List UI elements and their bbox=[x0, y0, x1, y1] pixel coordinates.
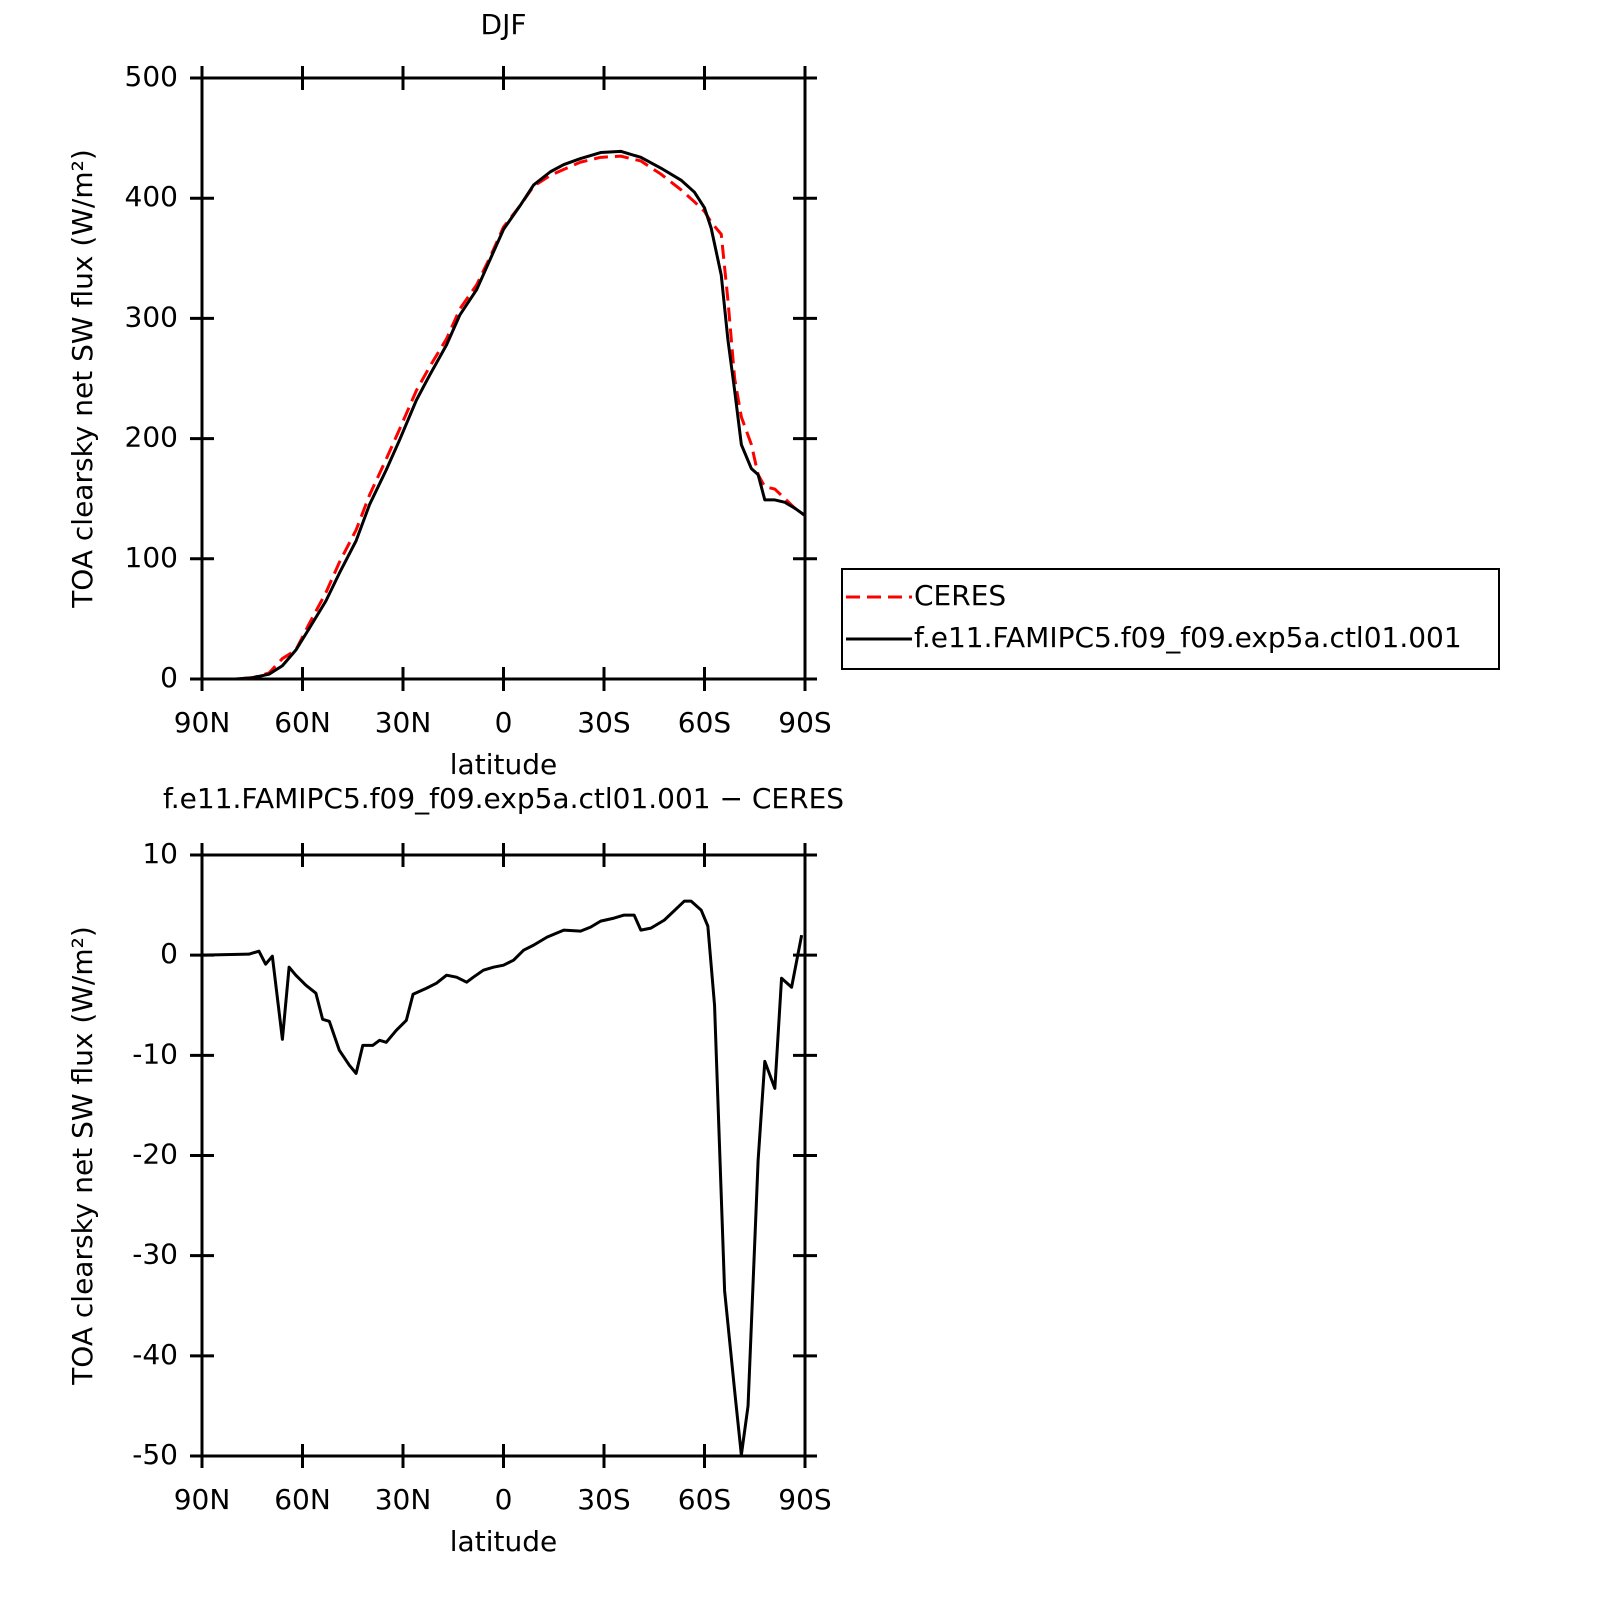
data-line bbox=[202, 154, 806, 681]
y-tick-label: 500 bbox=[125, 60, 178, 93]
plot-frame bbox=[200, 76, 807, 681]
x-tick-label: 90S bbox=[778, 1483, 831, 1516]
y-tick-label: -40 bbox=[132, 1338, 178, 1371]
y-tick-label: -10 bbox=[132, 1037, 178, 1070]
data-line bbox=[201, 899, 804, 1457]
x-tick-label: 60N bbox=[274, 706, 331, 739]
y-tick-label: 0 bbox=[160, 937, 178, 970]
x-axis-label: latitude bbox=[450, 1525, 557, 1558]
y-tick-label: 300 bbox=[125, 300, 178, 333]
legend-label: f.e11.FAMIPC5.f09_f09.exp5a.ctl01.001 bbox=[914, 621, 1462, 654]
y-tick-label: 10 bbox=[142, 837, 178, 870]
y-axis-label: TOA clearsky net SW flux (W/m²) bbox=[66, 149, 99, 609]
plot-frame bbox=[200, 853, 807, 1458]
x-tick-label: 30N bbox=[375, 706, 432, 739]
x-tick-label: 30S bbox=[577, 1483, 630, 1516]
y-tick-label: -50 bbox=[132, 1438, 178, 1471]
y-axis-label: TOA clearsky net SW flux (W/m²) bbox=[66, 926, 99, 1386]
chart-title: f.e11.FAMIPC5.f09_f09.exp5a.ctl01.001 − … bbox=[163, 782, 844, 815]
y-tick-label: 100 bbox=[125, 541, 178, 574]
y-tick-label: 400 bbox=[125, 180, 178, 213]
y-tick-label: 200 bbox=[125, 421, 178, 454]
x-tick-label: 60N bbox=[274, 1483, 331, 1516]
legend-box bbox=[841, 568, 1500, 670]
x-tick-label: 30S bbox=[577, 706, 630, 739]
x-tick-label: 0 bbox=[495, 706, 513, 739]
y-tick-label: 0 bbox=[160, 661, 178, 694]
x-tick-label: 90N bbox=[174, 1483, 231, 1516]
x-axis-label: latitude bbox=[450, 748, 557, 781]
y-tick-label: -20 bbox=[132, 1138, 178, 1171]
y-tick-label: -30 bbox=[132, 1238, 178, 1271]
legend-label: CERES bbox=[914, 579, 1006, 612]
x-tick-label: 30N bbox=[375, 1483, 432, 1516]
x-tick-label: 90S bbox=[778, 706, 831, 739]
chart-title: DJF bbox=[481, 8, 527, 41]
x-tick-label: 60S bbox=[678, 1483, 731, 1516]
data-line bbox=[202, 149, 806, 681]
x-tick-label: 90N bbox=[174, 706, 231, 739]
x-tick-label: 0 bbox=[495, 1483, 513, 1516]
x-tick-label: 60S bbox=[678, 706, 731, 739]
